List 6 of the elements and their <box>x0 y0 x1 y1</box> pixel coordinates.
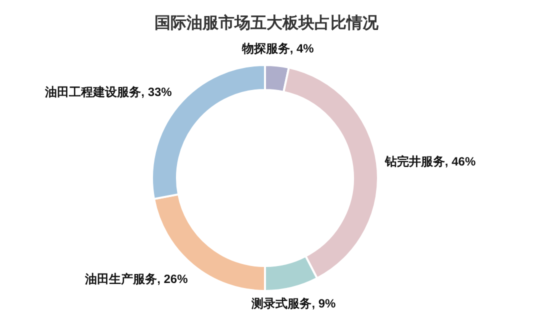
slice-label: 测录式服务, 9% <box>250 296 336 311</box>
chart-title: 国际油服市场五大板块占比情况 <box>154 14 380 32</box>
slice-label: 物探服务, 4% <box>240 42 314 56</box>
slice-label: 油田生产服务, 26% <box>84 272 188 286</box>
slice-label: 钻完井服务, 46% <box>384 154 476 168</box>
slice-label: 油田工程建设服务, 33% <box>44 84 172 99</box>
